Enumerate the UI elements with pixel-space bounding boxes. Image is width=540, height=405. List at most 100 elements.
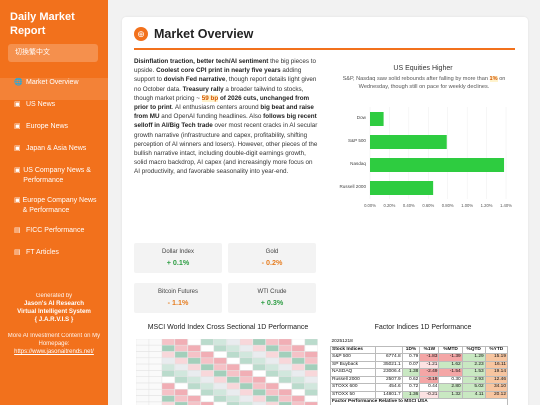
sidebar-item-japan-asia-news[interactable]: ▣ Japan & Asia News <box>0 144 108 166</box>
heatmap-cell <box>265 339 279 346</box>
summary-text: follows big recent selloff in AI/Big Tec… <box>134 113 317 130</box>
heatmap-cell <box>213 382 227 390</box>
sidebar-item-label: Europe Company News & Performance <box>22 197 97 214</box>
heatmap-cell <box>304 401 318 405</box>
sidebar-item-ft-articles[interactable]: ▤ FT Articles <box>0 248 108 270</box>
tile-name: Bitcoin Futures <box>157 289 199 295</box>
factor-value-cell: 4.11 <box>461 390 486 400</box>
heatmap-cell <box>200 364 214 371</box>
heatmap-cell <box>252 395 266 402</box>
heatmap-cell <box>239 389 253 396</box>
factor-value-cell: 0.72 <box>401 383 421 392</box>
footer-org: Jason's AI Research <box>23 300 85 307</box>
heatmap-cell <box>187 370 201 377</box>
factor-row: SP Buyback 35021.1 0.07 -1.21 1.62 2.23 16.11 <box>330 360 509 370</box>
heatmap-cell <box>161 395 175 402</box>
heatmap-cell <box>278 357 292 365</box>
sidebar-item-europe-company-news-performance[interactable]: ▣ Europe Company News & Performance <box>0 196 108 226</box>
sidebar-item-us-company-news-performance[interactable]: ▣ US Company News & Performance <box>0 166 108 196</box>
heatmap-cell <box>265 345 279 352</box>
flag-icon: ▣ <box>14 123 21 130</box>
factor-value-cell: 454.6 <box>374 383 403 392</box>
summary-text: big beat and raise from MU <box>134 104 314 121</box>
summary-text: Disinflation traction, better tech/AI se… <box>134 58 269 65</box>
summary-text: , though report details light given no O… <box>134 76 317 93</box>
heatmap-cell <box>291 345 305 352</box>
heatmap-cell <box>226 389 240 396</box>
heatmap-cell <box>174 370 188 377</box>
heatmap-cell <box>278 389 292 396</box>
heatmap-cell <box>226 395 240 402</box>
summary-text: Treasury rally <box>182 85 224 93</box>
footer-generated-by: Generated by <box>35 293 73 299</box>
heatmap-cell <box>187 364 201 371</box>
factor-value-cell: 12.46 <box>484 375 509 385</box>
heatmap-cell <box>187 351 201 358</box>
heatmap-cell <box>200 395 214 402</box>
heatmap-cell <box>304 389 318 396</box>
page-title: Market Overview <box>154 27 254 41</box>
heatmap-cell <box>148 389 163 396</box>
heatmap-cell <box>291 389 305 396</box>
globe-icon: ⊕ <box>134 27 148 41</box>
heatmap-cell <box>213 357 227 365</box>
heatmap-cell <box>136 357 150 365</box>
category-label: Russell 2000 <box>339 184 366 189</box>
sidebar-item-ficc-performance[interactable]: ▤ FICC Performance <box>0 226 108 248</box>
summary-highlight: 59 bp <box>201 94 219 102</box>
heatmap-cell <box>239 357 253 365</box>
factor-value-cell: 1.62 <box>438 360 463 370</box>
heatmap-cell <box>265 357 279 365</box>
flag-icon: ▣ <box>14 145 21 152</box>
factor-value-cell: -1.54 <box>438 368 463 377</box>
heatmap-cell <box>200 389 214 396</box>
heatmap-cell <box>174 364 188 371</box>
heatmap-cell <box>148 339 163 346</box>
heatmap-cell <box>161 401 175 405</box>
chart-title: US Equities Higher <box>393 65 453 72</box>
heatmap-cell <box>252 339 266 346</box>
summary-text: Coolest core CPI print in nearly five ye… <box>156 67 281 75</box>
factor-value-cell: 23006.4 <box>374 368 403 377</box>
heatmap-cell <box>187 345 201 352</box>
category-label: Dow <box>357 115 367 120</box>
heatmap-cell <box>239 351 253 358</box>
factor-name-cell: STOXX 600 <box>330 383 376 392</box>
sidebar-item-europe-news[interactable]: ▣ Europe News <box>0 122 108 144</box>
heatmap-cell <box>200 345 214 352</box>
us-equities-chart: US Equities Higher S&P, Nasdaq saw solid… <box>330 57 516 232</box>
heatmap-cell <box>187 376 201 383</box>
factor-value-cell: -1.21 <box>419 360 440 370</box>
factor-name-cell: STOXX 50 <box>330 390 376 400</box>
heatmap-cell <box>161 351 175 358</box>
heatmap-cell <box>226 364 240 371</box>
heatmap-cell <box>161 339 175 346</box>
summary-text: the big pieces to upside. <box>134 58 316 75</box>
heatmap-cell <box>291 339 305 346</box>
tile-name: WTI Crude <box>257 289 287 295</box>
heatmap-cell <box>265 382 279 390</box>
chart-icon: ▤ <box>14 227 21 234</box>
heatmap-cell <box>304 370 318 377</box>
tile-name: Gold <box>265 249 279 255</box>
sidebar-item-label: FICC Performance <box>26 227 85 234</box>
language-toggle-button[interactable]: 切換繁中文 <box>8 44 98 62</box>
sidebar-item-us-news[interactable]: ▣ US News <box>0 100 108 122</box>
factor-name-cell: NASDAQ <box>330 368 376 377</box>
x-tick-label: 0.40% <box>403 203 415 208</box>
heatmap-cell <box>252 351 266 358</box>
sidebar-item-label: Europe News <box>26 123 69 130</box>
flag-icon: ▣ <box>14 197 21 204</box>
heatmap-cell <box>136 401 150 405</box>
heatmap-cell <box>304 351 318 358</box>
heatmap-cell <box>213 370 227 377</box>
heatmap-cell <box>304 339 318 346</box>
heatmap-cell <box>161 382 175 390</box>
sidebar-item-market-overview[interactable]: 🌐 Market Overview <box>0 78 108 100</box>
heatmap-cell <box>200 339 214 346</box>
homepage-link[interactable]: https://www.jasonaitrends.net/ <box>14 349 94 355</box>
category-label: Nasdaq <box>350 161 366 166</box>
heatmap-cell <box>148 395 163 402</box>
heatmap-cell <box>136 351 150 358</box>
brand-title: Daily Market Report <box>10 11 75 37</box>
